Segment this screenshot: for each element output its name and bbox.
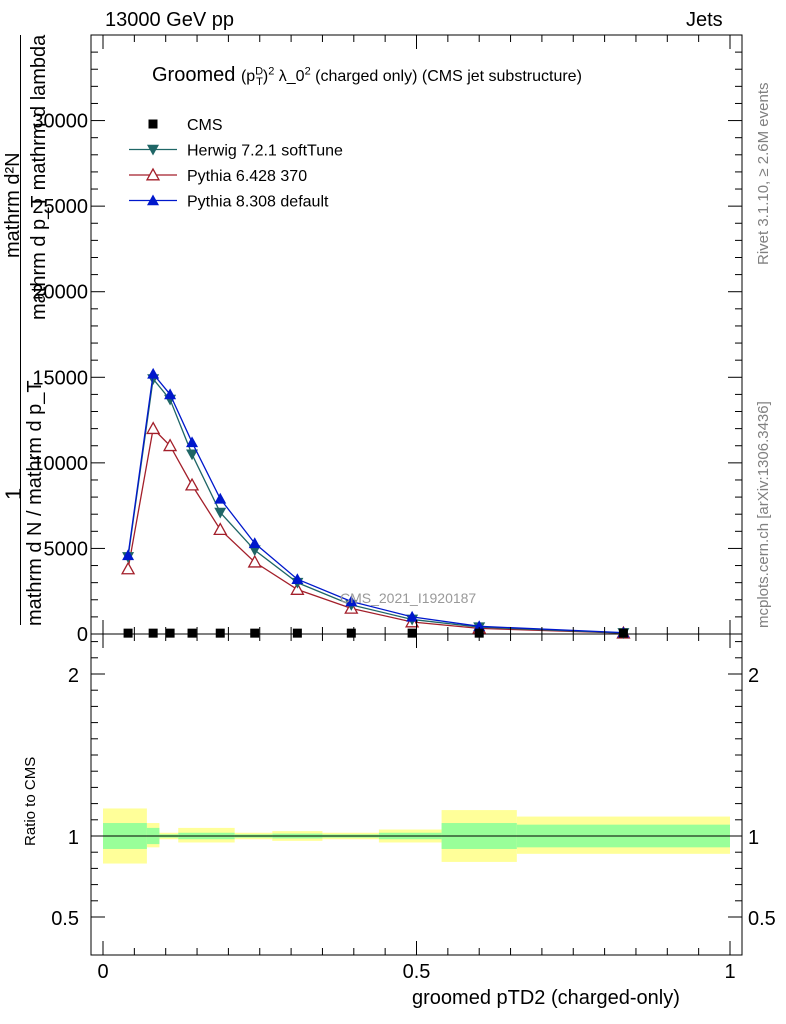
series-3-point-2	[164, 388, 177, 400]
main-ylabel: 1 mathrm d N / mathrm d p_T mathrm d²N m…	[0, 0, 90, 640]
legend-marker-0	[148, 119, 158, 129]
legend-marker-2	[145, 167, 161, 181]
legend-marker-1	[147, 144, 159, 156]
legend-label-1: Herwig 7.2.1 softTune	[187, 143, 343, 160]
main-ytick-label-2: 10000	[32, 453, 88, 475]
series-2-point-2	[162, 438, 178, 452]
series-3-point-5	[248, 537, 261, 549]
ratio-ytick-label-left-1: 1	[68, 827, 79, 849]
series-3-point-7	[345, 595, 358, 607]
analysis-watermark: CMS_2021_I1920187	[340, 590, 477, 606]
series-0-point-5	[250, 628, 260, 638]
title-lambda-exp: 2	[304, 65, 311, 78]
series-2-point-6	[290, 582, 305, 595]
title-paren: )	[262, 68, 269, 85]
legend-label-0: CMS	[187, 117, 223, 134]
series-0-point-0	[123, 628, 133, 638]
main-ytick-label-4: 20000	[32, 282, 88, 304]
ratio-frame-rect	[90, 633, 743, 956]
title-sup-d: D	[255, 65, 264, 78]
series-2-point-3	[184, 477, 200, 491]
series-2-point-1	[146, 421, 161, 435]
ratio-ytick-label-right-0: 0.5	[748, 908, 776, 930]
series-0-point-10	[618, 628, 628, 638]
series-3-point-1	[147, 367, 160, 379]
series-3-point-6	[291, 573, 304, 585]
series-0-point-3	[187, 628, 197, 638]
series-3-point-8	[406, 610, 419, 622]
title-pt: (p	[240, 68, 256, 85]
plot-title: Groomed (pDT)2 λ_02 (charged only) (CMS …	[152, 64, 582, 88]
series-1-point-4	[214, 507, 227, 519]
series-0-point-1	[148, 628, 158, 638]
main-ytick-label-3: 15000	[32, 367, 88, 389]
main-ytick-label-0: 0	[77, 624, 88, 646]
series-3-point-9	[473, 620, 486, 632]
series-3-point-4	[214, 492, 227, 504]
x-axis-label: groomed pTD2 (charged-only)	[412, 987, 680, 1009]
series-curves	[120, 367, 631, 639]
axis-ticks: 0 5000 10000 15000 20000 25000 30000 0 0.5 1 0.5 0.…	[32, 35, 776, 983]
main-ytick-label-6: 30000	[32, 111, 88, 133]
ratio-ytick-label-left-0: 0.5	[51, 908, 79, 930]
ratio-xtick-label-2: 1	[724, 961, 735, 983]
ratio-ytick-label-left-2: 2	[68, 665, 79, 687]
series-2-point-5	[247, 554, 262, 568]
series-0-point-4	[215, 628, 225, 638]
title-rest: (charged only) (CMS jet substructure)	[315, 68, 582, 85]
series-2-point-4	[213, 522, 228, 536]
title-lambda: λ_0	[278, 68, 305, 85]
ratio-xtick-label-0: 0	[97, 961, 108, 983]
series-3-point-0	[122, 549, 135, 561]
ylabel-fraction-line	[20, 35, 21, 625]
legend-marker-3	[147, 194, 159, 206]
title-exp: 2	[268, 65, 275, 78]
legend: CMS Herwig 7.2.1 softTune Pythia 6.428 370…	[129, 117, 343, 211]
main-ytick-label-5: 25000	[32, 196, 88, 218]
legend-label-3: Pythia 8.308 default	[187, 194, 329, 211]
ratio-panel-frame	[90, 633, 743, 956]
ratio-ytick-label-right-1: 1	[748, 827, 759, 849]
main-ytick-label-1: 5000	[44, 538, 89, 560]
ratio-ytick-label-right-2: 2	[748, 665, 759, 687]
legend-label-2: Pythia 6.428 370	[187, 168, 307, 185]
header-jets: Jets	[686, 9, 723, 31]
series-2-point-0	[120, 561, 136, 575]
ratio-xtick-label-1: 0.5	[403, 961, 431, 983]
header-energy: 13000 GeV pp	[105, 9, 234, 31]
series-3-point-3	[186, 436, 199, 448]
title-sub-t: T	[256, 76, 263, 89]
series-0-point-6	[292, 628, 302, 638]
ratio-bands	[103, 808, 730, 864]
title-main: Groomed	[152, 64, 236, 86]
series-0-point-2	[165, 628, 175, 638]
series-1-point-3	[186, 449, 199, 461]
series-0-point-8	[407, 628, 417, 638]
series-0-point-7	[346, 628, 356, 638]
